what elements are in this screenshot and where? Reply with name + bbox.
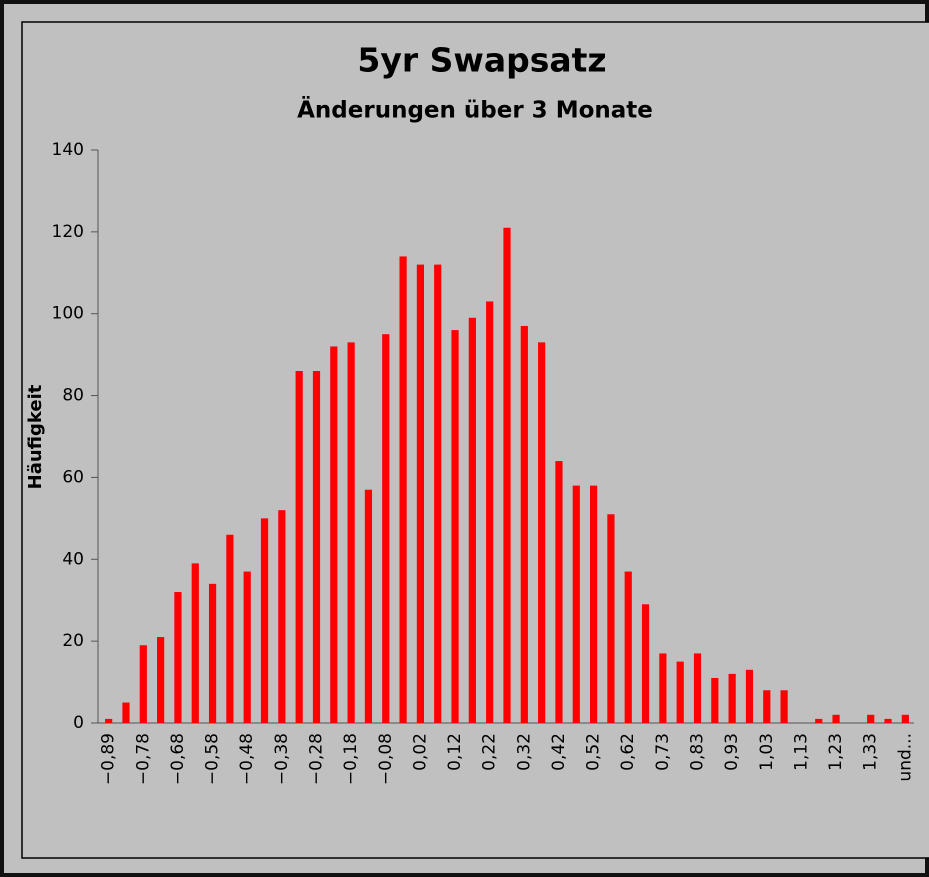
y-tick-label: 140 (52, 140, 84, 160)
bar (399, 256, 407, 723)
bar (745, 669, 754, 723)
x-tick-label: 0,42 (549, 733, 569, 771)
x-tick-label: 1,03 (757, 733, 777, 771)
y-tick-label: 60 (62, 467, 84, 487)
y-tick-label: 20 (62, 631, 84, 651)
bar (901, 714, 909, 723)
x-tick-label: 0,62 (618, 733, 638, 771)
x-tick-label: und... (895, 733, 915, 782)
bar (260, 518, 269, 723)
bar (451, 330, 459, 723)
x-tick-label: 0,12 (445, 733, 465, 771)
x-tick-label: −0,89 (99, 733, 119, 785)
bar (416, 264, 425, 723)
x-tick-label: −0,38 (272, 733, 292, 785)
x-tick-label: 1,13 (791, 733, 811, 771)
bar (174, 592, 182, 723)
bar (538, 342, 546, 723)
bar (157, 637, 165, 723)
x-tick-label: −0,68 (168, 733, 188, 785)
x-tick-label: 0,52 (584, 733, 604, 771)
bar (641, 604, 650, 723)
bar (693, 653, 702, 723)
bar (347, 342, 355, 723)
y-tick-label: 120 (52, 222, 84, 242)
x-tick-label: 0,22 (480, 733, 500, 771)
bar (763, 690, 771, 723)
bar (520, 325, 528, 723)
bar (572, 485, 580, 723)
bar (780, 690, 788, 723)
bar (555, 461, 563, 723)
bar (468, 317, 476, 723)
x-tick-label: 0,02 (410, 733, 430, 771)
x-tick-label: 0,83 (688, 733, 708, 771)
bar (867, 714, 875, 723)
bar (832, 714, 840, 723)
x-tick-label: −0,58 (203, 733, 223, 785)
y-tick-label: 100 (52, 304, 84, 324)
bar (589, 485, 598, 723)
x-tick-label: 0,93 (722, 733, 742, 771)
bar (312, 371, 321, 723)
bar (243, 571, 251, 723)
bar (105, 718, 113, 723)
bar (295, 371, 303, 723)
bar (607, 514, 615, 723)
x-tick-label: 0,32 (514, 733, 534, 771)
x-tick-label: −0,18 (341, 733, 361, 785)
bar (330, 346, 338, 723)
bar (434, 264, 442, 723)
y-tick-label: 80 (62, 386, 84, 406)
chart-title: 5yr Swapsatz (357, 41, 606, 80)
bar (191, 563, 199, 723)
x-tick-label: 1,33 (861, 733, 881, 771)
bar (139, 645, 147, 723)
x-tick-label: −0,48 (237, 733, 257, 785)
y-axis-label: Häufigkeit (25, 384, 46, 489)
y-tick-label: 0 (73, 713, 84, 733)
x-tick-label: 0,73 (653, 733, 673, 771)
bar (676, 661, 684, 723)
bar (122, 702, 130, 723)
bar (884, 718, 892, 723)
y-tick-label: 40 (62, 549, 84, 569)
x-tick-label: 1,23 (826, 733, 846, 771)
bar (208, 583, 217, 723)
x-tick-label: −0,28 (306, 733, 326, 785)
bar (624, 571, 632, 723)
bar (711, 677, 719, 723)
bar (728, 673, 736, 723)
chart-subtitle: Änderungen über 3 Monate (297, 96, 653, 124)
bar (382, 334, 390, 723)
bar (503, 227, 511, 723)
x-tick-label: −0,78 (133, 733, 153, 785)
x-tick-label: −0,08 (376, 733, 396, 785)
bar (815, 718, 823, 723)
bar (659, 653, 667, 723)
bar (364, 489, 373, 723)
bar (486, 301, 494, 723)
bar (278, 510, 286, 723)
bar (226, 534, 234, 723)
